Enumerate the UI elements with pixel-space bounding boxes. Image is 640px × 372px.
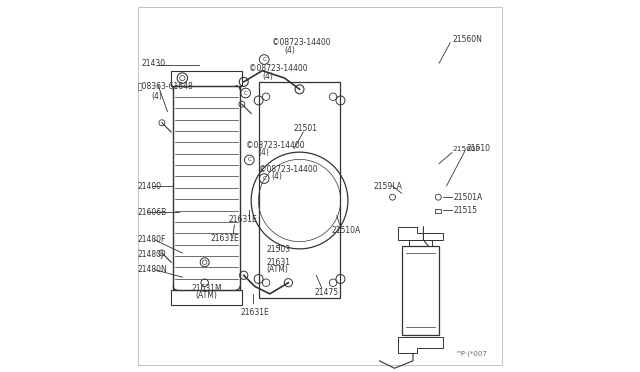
Text: 21501A: 21501A — [453, 193, 483, 202]
Text: C: C — [262, 57, 266, 62]
Text: 21480N: 21480N — [138, 265, 168, 274]
Text: 21631E: 21631E — [229, 215, 258, 224]
Text: (4): (4) — [259, 148, 269, 157]
Text: ©08723-14400: ©08723-14400 — [246, 141, 304, 150]
Text: (4): (4) — [271, 172, 282, 181]
Text: 21480F: 21480F — [138, 235, 166, 244]
Text: (4): (4) — [152, 92, 163, 101]
Text: 21510A: 21510A — [331, 226, 360, 235]
Bar — [435, 209, 441, 213]
Text: 21631E: 21631E — [211, 234, 239, 243]
Text: 21631M: 21631M — [191, 284, 222, 293]
Text: (ATM): (ATM) — [195, 291, 217, 300]
Text: 21400: 21400 — [138, 182, 162, 190]
Text: 21475: 21475 — [314, 288, 339, 296]
Text: ©08723-14400: ©08723-14400 — [250, 64, 308, 73]
Bar — [410, 240, 431, 246]
Text: 21430: 21430 — [141, 59, 166, 68]
Text: ©08723-14400: ©08723-14400 — [271, 38, 330, 47]
Text: 21503: 21503 — [266, 245, 290, 254]
Text: 21606B: 21606B — [138, 208, 167, 217]
Text: 21510: 21510 — [467, 144, 491, 153]
Text: 21560P: 21560P — [452, 146, 480, 152]
Text: C: C — [262, 176, 266, 181]
Text: 21631E: 21631E — [240, 308, 269, 317]
Text: (4): (4) — [262, 72, 273, 81]
Text: (4): (4) — [285, 46, 296, 55]
Text: 21560N: 21560N — [452, 35, 482, 44]
Text: Ⓜ08363-61648: Ⓜ08363-61648 — [138, 81, 193, 90]
Text: C: C — [244, 90, 248, 96]
Text: 2159LA: 2159LA — [374, 182, 403, 190]
Text: 21631: 21631 — [266, 258, 290, 267]
Text: (ATM): (ATM) — [266, 265, 288, 274]
Text: 21480J: 21480J — [138, 250, 164, 259]
Text: 21501: 21501 — [294, 124, 318, 133]
Text: 21515: 21515 — [453, 206, 477, 215]
Text: C: C — [248, 157, 251, 163]
Text: ©08723-14400: ©08723-14400 — [259, 165, 317, 174]
Text: ^P·(*007: ^P·(*007 — [456, 351, 488, 357]
